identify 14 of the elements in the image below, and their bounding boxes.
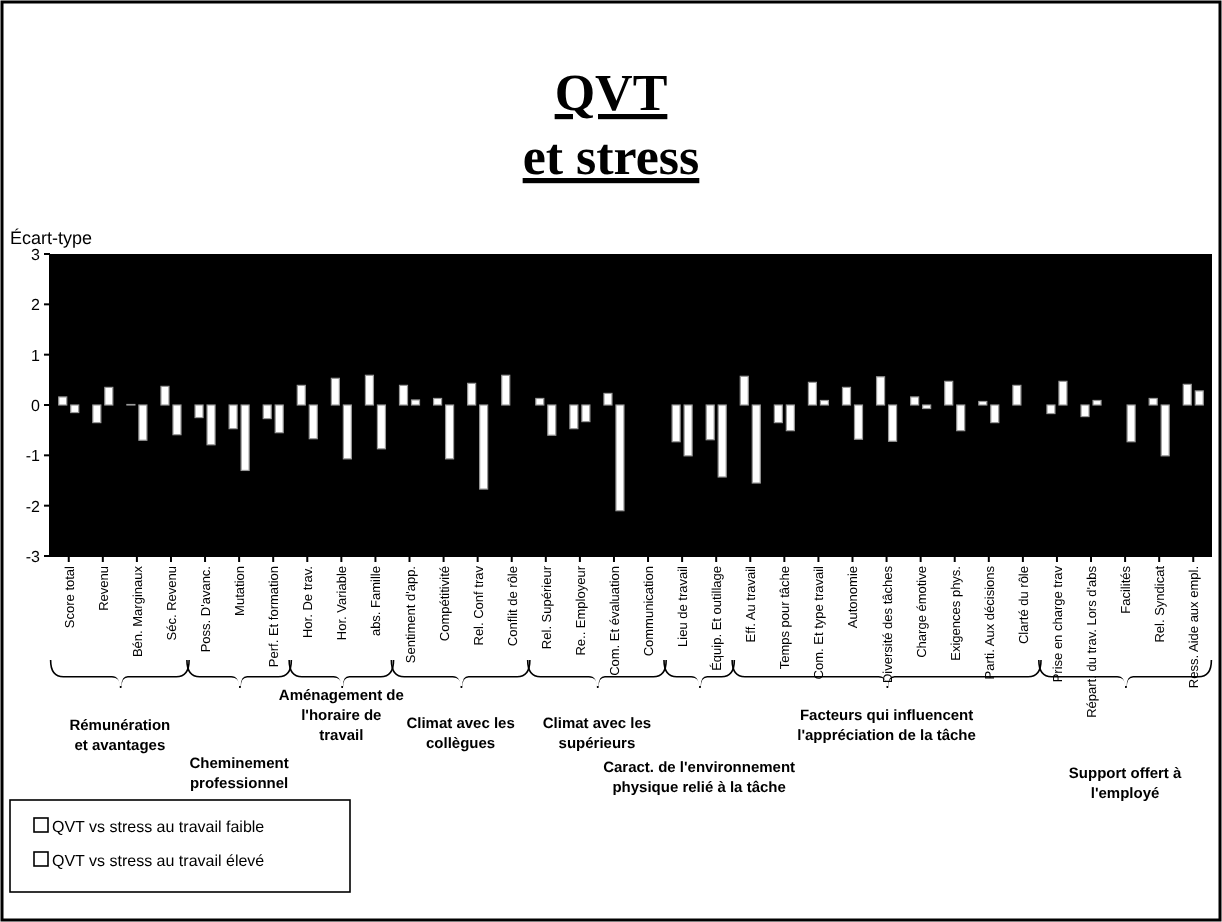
y-tick-label: -3	[25, 548, 42, 566]
bar	[1126, 404, 1136, 443]
y-axis-title: Écart-type	[10, 228, 93, 248]
y-tick-label: -2	[25, 497, 42, 516]
y-tick-label: -1	[25, 447, 42, 466]
bar	[501, 374, 511, 406]
y-tick-label: 0	[31, 397, 42, 415]
bar	[1012, 384, 1022, 406]
y-tick-label: 1	[31, 346, 42, 365]
legend-label: QVT vs stress au travail élevé	[52, 852, 266, 870]
y-tick-label: 3	[31, 246, 42, 264]
legend-label: QVT vs stress au travail faible	[52, 818, 266, 836]
chart-title: QVT et stress	[522, 64, 700, 186]
y-tick-label: 2	[31, 296, 42, 315]
